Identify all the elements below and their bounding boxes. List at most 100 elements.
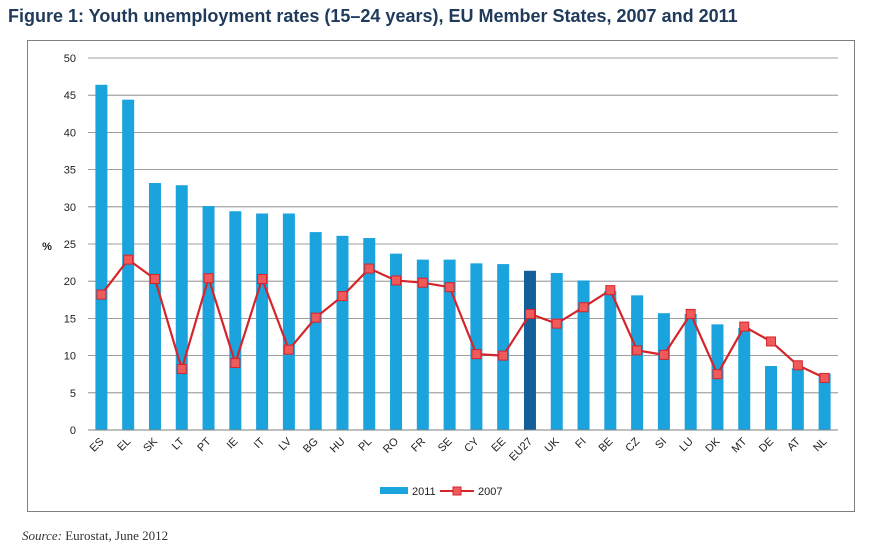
y-tick-label: 20: [64, 276, 76, 288]
y-tick-label: 25: [64, 239, 76, 251]
marker-2007-be: [605, 285, 616, 296]
chart-frame: 0 5 10 15 20 25 30 35 40 45 50 % ES EL SK LT PT IE IT LV B…: [27, 40, 855, 512]
bar-2011-cz: [631, 295, 644, 430]
x-tick-label: RO: [381, 435, 401, 455]
legend-label-2011: 2011: [412, 486, 436, 498]
x-tick-label: EL: [115, 436, 133, 454]
y-tick-label: 0: [70, 425, 76, 437]
x-tick-label: LV: [277, 435, 295, 453]
x-tick-label: DE: [757, 436, 776, 455]
marker-2007-de: [766, 336, 777, 347]
bar-2011-cy: [470, 263, 483, 430]
marker-2007-lv: [283, 344, 294, 355]
bar-2011-be: [604, 290, 617, 430]
x-tick-label: IE: [225, 436, 241, 452]
x-tick-label: LU: [677, 436, 695, 454]
marker-2007-pt: [203, 273, 214, 284]
bar-2011-de: [765, 366, 778, 430]
bar-2011-nl: [818, 373, 831, 430]
x-tick-label: BG: [301, 436, 321, 456]
bar-series-2011: [95, 84, 831, 430]
y-axis-ticks: 0 5 10 15 20 25 30 35 40 45 50: [64, 53, 76, 437]
marker-2007-mt: [739, 321, 750, 332]
bar-2011-it: [256, 213, 269, 430]
bar-2011-si: [657, 313, 670, 430]
marker-2007-bg: [310, 312, 321, 323]
bar-2011-ro: [390, 253, 403, 430]
marker-2007-ie: [230, 358, 241, 369]
legend-marker-2007: [452, 486, 462, 496]
marker-2007-si: [658, 349, 669, 360]
x-tick-label: FI: [573, 436, 588, 451]
grid-lines: [88, 57, 838, 394]
bar-2011-mt: [738, 328, 751, 430]
marker-2007-lt: [176, 363, 187, 374]
marker-2007-eu27: [524, 308, 535, 319]
marker-2007-es: [96, 289, 107, 300]
marker-2007-at: [792, 360, 803, 371]
source-note: Source: Eurostat, June 2012: [22, 528, 168, 544]
bar-2011-fr: [416, 259, 429, 430]
bar-2011-at: [791, 368, 804, 430]
x-tick-label: FR: [409, 436, 428, 455]
y-tick-label: 10: [64, 351, 76, 363]
bar-2011-es: [95, 84, 108, 430]
bar-2011-ee: [497, 264, 510, 430]
bar-2011-se: [443, 259, 456, 430]
chart: 0 5 10 15 20 25 30 35 40 45 50 % ES EL SK LT PT IE IT LV B…: [42, 53, 838, 498]
line-2007: [100, 258, 826, 379]
bar-2011-pl: [363, 238, 376, 430]
marker-2007-dk: [712, 369, 723, 380]
marker-2007-cy: [471, 349, 482, 360]
marker-2007-ee: [498, 350, 509, 361]
bar-2011-lt: [175, 185, 188, 430]
marker-2007-se: [444, 282, 455, 293]
bar-2011-bg: [309, 232, 322, 430]
marker-2007-it: [257, 273, 268, 284]
x-tick-label: EU27: [507, 436, 535, 464]
marker-2007-sk: [149, 273, 160, 284]
marker-2007-ro: [391, 275, 402, 286]
source-label: Source:: [22, 528, 62, 543]
x-tick-label: AT: [785, 435, 803, 453]
y-tick-label: 5: [70, 388, 76, 400]
marker-2007-pl: [364, 263, 375, 274]
x-tick-label: NL: [811, 436, 829, 454]
bar-2011-eu27: [523, 270, 536, 430]
y-tick-label: 40: [64, 127, 76, 139]
x-tick-label: SE: [436, 436, 455, 455]
y-tick-label: 15: [64, 313, 76, 325]
legend-swatch-2011: [380, 487, 408, 494]
marker-2007-el: [123, 254, 134, 265]
y-tick-label: 30: [64, 202, 76, 214]
x-tick-label: PT: [195, 435, 214, 454]
x-tick-label: UK: [543, 435, 563, 455]
legend: 2011 2007: [380, 486, 502, 498]
bar-2011-uk: [550, 273, 563, 430]
line-series-2007: [96, 254, 830, 383]
x-tick-label: BE: [597, 436, 616, 455]
marker-2007-lu: [685, 308, 696, 319]
figure-title: Figure 1: Youth unemployment rates (15–2…: [8, 6, 738, 26]
x-tick-label: ES: [88, 436, 107, 455]
bar-2011-el: [122, 99, 135, 430]
bar-2011-lv: [282, 213, 295, 430]
source-text: Eurostat, June 2012: [61, 528, 169, 543]
x-tick-label: PL: [356, 436, 374, 454]
x-tick-label: DK: [703, 435, 723, 455]
y-tick-label: 35: [64, 165, 76, 177]
y-tick-label: 50: [64, 53, 76, 65]
marker-2007-cz: [632, 345, 643, 356]
bar-2011-sk: [148, 182, 161, 430]
x-tick-label: CY: [462, 435, 482, 455]
marker-2007-fi: [578, 302, 589, 313]
x-tick-label: EE: [489, 436, 508, 455]
x-tick-label: MT: [730, 435, 750, 455]
bar-2011-ie: [229, 211, 242, 430]
marker-2007-uk: [551, 318, 562, 329]
legend-label-2007: 2007: [478, 486, 502, 498]
marker-2007-hu: [337, 291, 348, 302]
x-tick-label: SK: [141, 435, 160, 454]
bar-2011-hu: [336, 235, 349, 430]
